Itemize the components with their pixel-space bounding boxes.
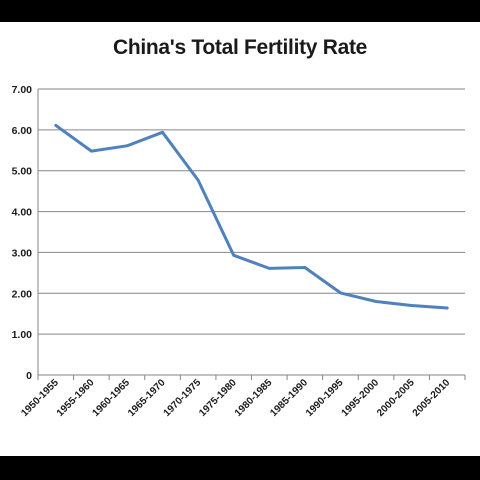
- x-tick-label: 2005-2010: [411, 377, 453, 419]
- data-point: [196, 178, 200, 182]
- x-tick-label: 1965-1970: [126, 377, 168, 419]
- data-point: [161, 131, 164, 134]
- data-point: [339, 291, 342, 295]
- data-point: [268, 267, 271, 270]
- x-tick-label: 1995-2000: [340, 377, 382, 419]
- x-tick-label: 1985-1990: [268, 377, 310, 419]
- y-tick-label: 0: [26, 370, 32, 382]
- y-tick-label: 3.00: [12, 247, 33, 259]
- x-tick-label: 1950-1955: [19, 377, 61, 419]
- x-tick-label: 1960-1965: [90, 377, 132, 419]
- data-point: [410, 304, 413, 307]
- data-point: [303, 266, 307, 269]
- x-tick-label: 1970-1975: [162, 377, 204, 419]
- y-tick-label: 4.00: [12, 207, 33, 219]
- data-point: [90, 149, 93, 153]
- series-line: [54, 123, 449, 310]
- data-point: [54, 124, 57, 127]
- y-tick-label: 1.00: [12, 329, 33, 341]
- x-tick-label: 1980-1985: [233, 377, 275, 419]
- y-tick-label: 6.00: [12, 125, 33, 137]
- data-point: [446, 306, 449, 310]
- chart-title: China's Total Fertility Rate: [112, 36, 368, 59]
- data-point: [374, 300, 378, 303]
- x-tick-label: 2000-2005: [375, 377, 417, 419]
- x-tick-label: 1975-1980: [197, 377, 239, 419]
- y-tick-label: 2.00: [12, 288, 33, 300]
- y-tick-label: 5.00: [12, 166, 33, 178]
- data-point: [232, 254, 235, 257]
- x-tick-label: 1955-1960: [55, 377, 97, 419]
- y-tick-label: 7.00: [12, 84, 33, 96]
- data-point: [125, 144, 129, 147]
- x-tick-label: 1990-1995: [304, 377, 346, 419]
- line-chart: 01.002.003.004.005.006.007.001950-195519…: [12, 84, 466, 419]
- chart-frame: China's Total Fertility Rate 0 1.00 2.00 3.…: [0, 22, 480, 456]
